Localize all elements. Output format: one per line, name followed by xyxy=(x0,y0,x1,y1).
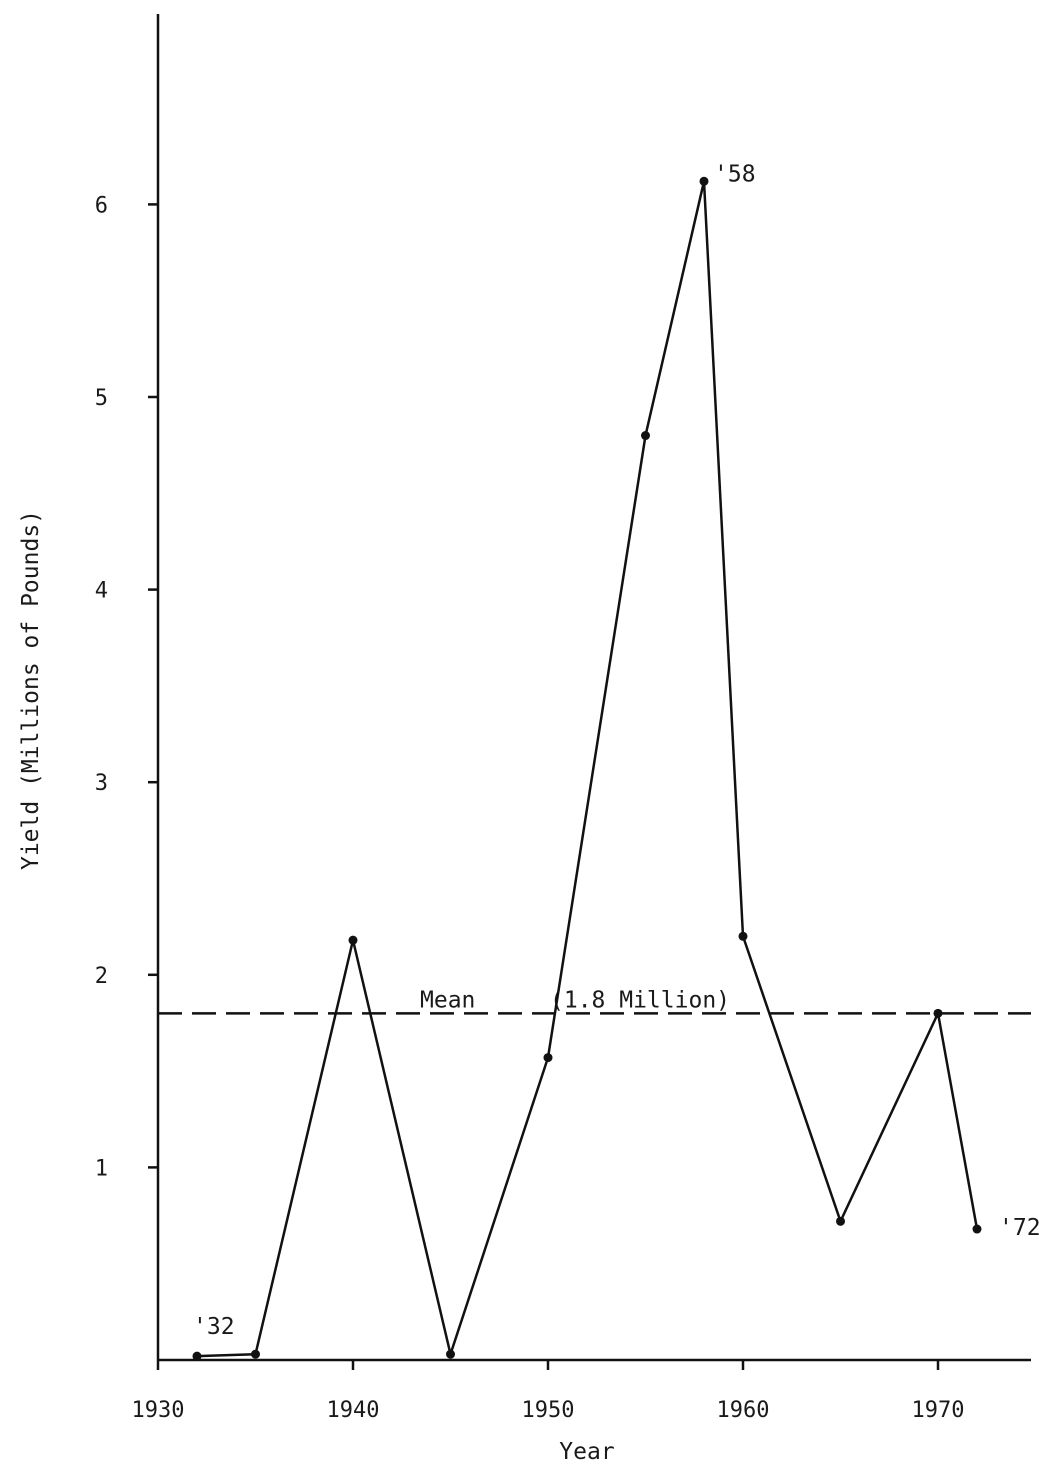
x-tick-label: 1970 xyxy=(912,1398,965,1423)
y-tick-label: 5 xyxy=(95,386,108,411)
data-point xyxy=(699,176,709,186)
x-tick-label: 1940 xyxy=(327,1398,380,1423)
data-points xyxy=(192,176,982,1361)
data-point xyxy=(543,1053,553,1063)
yield-series-line xyxy=(196,181,979,1359)
y-axis-title: Yield (Millions of Pounds) xyxy=(18,510,44,870)
point-annotation: '32 xyxy=(193,1314,235,1340)
mean-value-label: (1.8 Million) xyxy=(550,987,730,1013)
point-annotation: '58 xyxy=(714,161,756,187)
x-tick-label: 1930 xyxy=(132,1398,185,1423)
y-tick-label: 4 xyxy=(95,579,108,604)
mean-label: Mean xyxy=(420,987,475,1013)
y-axis-ticks: 1 2 3 4 5 6 xyxy=(95,193,158,1181)
chart-area: 1 2 3 4 5 6 1930 1940 1950 1960 1970 Mean (1.8 Mi… xyxy=(18,14,1039,1465)
data-point xyxy=(641,431,650,441)
point-annotations: '32 '58 '72 xyxy=(193,161,1039,1340)
data-point xyxy=(348,935,358,945)
y-tick-label: 3 xyxy=(95,771,108,796)
x-axis-title: Year xyxy=(559,1439,614,1465)
data-point xyxy=(192,1351,202,1361)
y-tick-label: 2 xyxy=(95,964,108,989)
data-point xyxy=(251,1349,260,1359)
x-axis-ticks: 1930 1940 1950 1960 1970 xyxy=(132,1360,965,1423)
x-tick-label: 1960 xyxy=(717,1398,770,1423)
data-point xyxy=(933,1008,943,1018)
y-tick-label: 1 xyxy=(95,1156,108,1181)
x-tick-label: 1950 xyxy=(522,1398,575,1423)
point-annotation: '72 xyxy=(999,1215,1039,1241)
data-point xyxy=(446,1349,455,1359)
y-tick-label: 6 xyxy=(95,193,108,218)
data-point xyxy=(738,931,748,941)
data-point xyxy=(972,1224,982,1234)
data-point xyxy=(836,1216,845,1226)
